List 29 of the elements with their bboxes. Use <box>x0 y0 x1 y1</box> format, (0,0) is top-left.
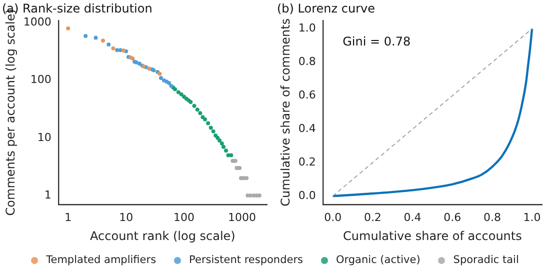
legend-label: Sporadic tail <box>453 254 519 266</box>
annotation: Gini = 0.78 <box>342 34 411 49</box>
x-axis-title: Cumulative share of accounts <box>343 228 522 243</box>
legend-label: Organic (active) <box>336 254 420 266</box>
x-axis-title: Account rank (log scale) <box>90 228 236 243</box>
x-tick-label: 10 <box>119 210 134 224</box>
y-tick-label: 0.6 <box>298 88 316 102</box>
legend-label: Templated amplifiers <box>46 254 156 266</box>
x-tick-label: 1000 <box>228 210 256 224</box>
x-tick-label: 0.0 <box>324 210 342 224</box>
x-tick-label: 1 <box>64 210 72 224</box>
x-tick-label: 100 <box>174 210 195 224</box>
x-tick-label: 0.4 <box>404 210 422 224</box>
y-tick-label: 0.0 <box>298 188 316 202</box>
x-tick-label: 0.6 <box>444 210 462 224</box>
y-tick-label: 1.0 <box>298 22 316 35</box>
y-tick-label: 10 <box>37 130 52 144</box>
y-tick-label: 100 <box>30 73 52 86</box>
y-tick-label: 1000 <box>23 16 52 29</box>
y-tick-label: 0.4 <box>298 122 316 135</box>
y-tick-label: 1 <box>44 188 52 202</box>
y-axis-title: Cumulative share of comments <box>278 18 292 206</box>
legend-label: Persistent responders <box>189 254 303 266</box>
x-tick-label: 1.0 <box>523 210 541 224</box>
x-tick-label: 0.2 <box>364 210 382 224</box>
chart-title: (b) Lorenz curve <box>277 1 376 16</box>
x-tick-label: 0.8 <box>483 210 501 224</box>
y-tick-label: 0.2 <box>298 155 316 168</box>
y-tick-label: 0.8 <box>298 55 316 68</box>
